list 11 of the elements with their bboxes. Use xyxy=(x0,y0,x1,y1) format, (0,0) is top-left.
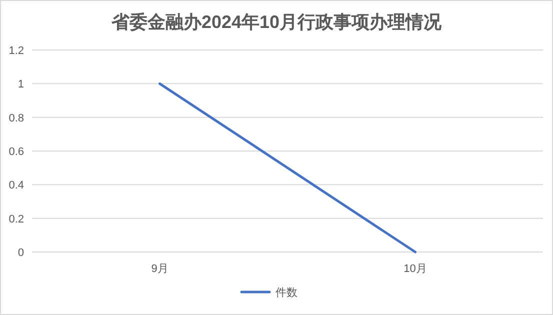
y-tick-label: 1.2 xyxy=(8,45,24,57)
y-tick-label: 0.2 xyxy=(8,213,24,226)
y-tick-label: 0.4 xyxy=(8,180,24,192)
chart-title: 省委金融办2024年10月行政事项办理情况 xyxy=(110,12,443,32)
legend-label: 件数 xyxy=(276,287,298,299)
x-tick-label: 10月 xyxy=(404,263,427,275)
x-tick-label: 9月 xyxy=(151,263,168,275)
y-tick-label: 0 xyxy=(18,247,24,259)
y-tick-label: 0.6 xyxy=(8,146,24,158)
y-tick-label: 1 xyxy=(18,78,24,91)
y-tick-label: 0.8 xyxy=(8,112,24,124)
